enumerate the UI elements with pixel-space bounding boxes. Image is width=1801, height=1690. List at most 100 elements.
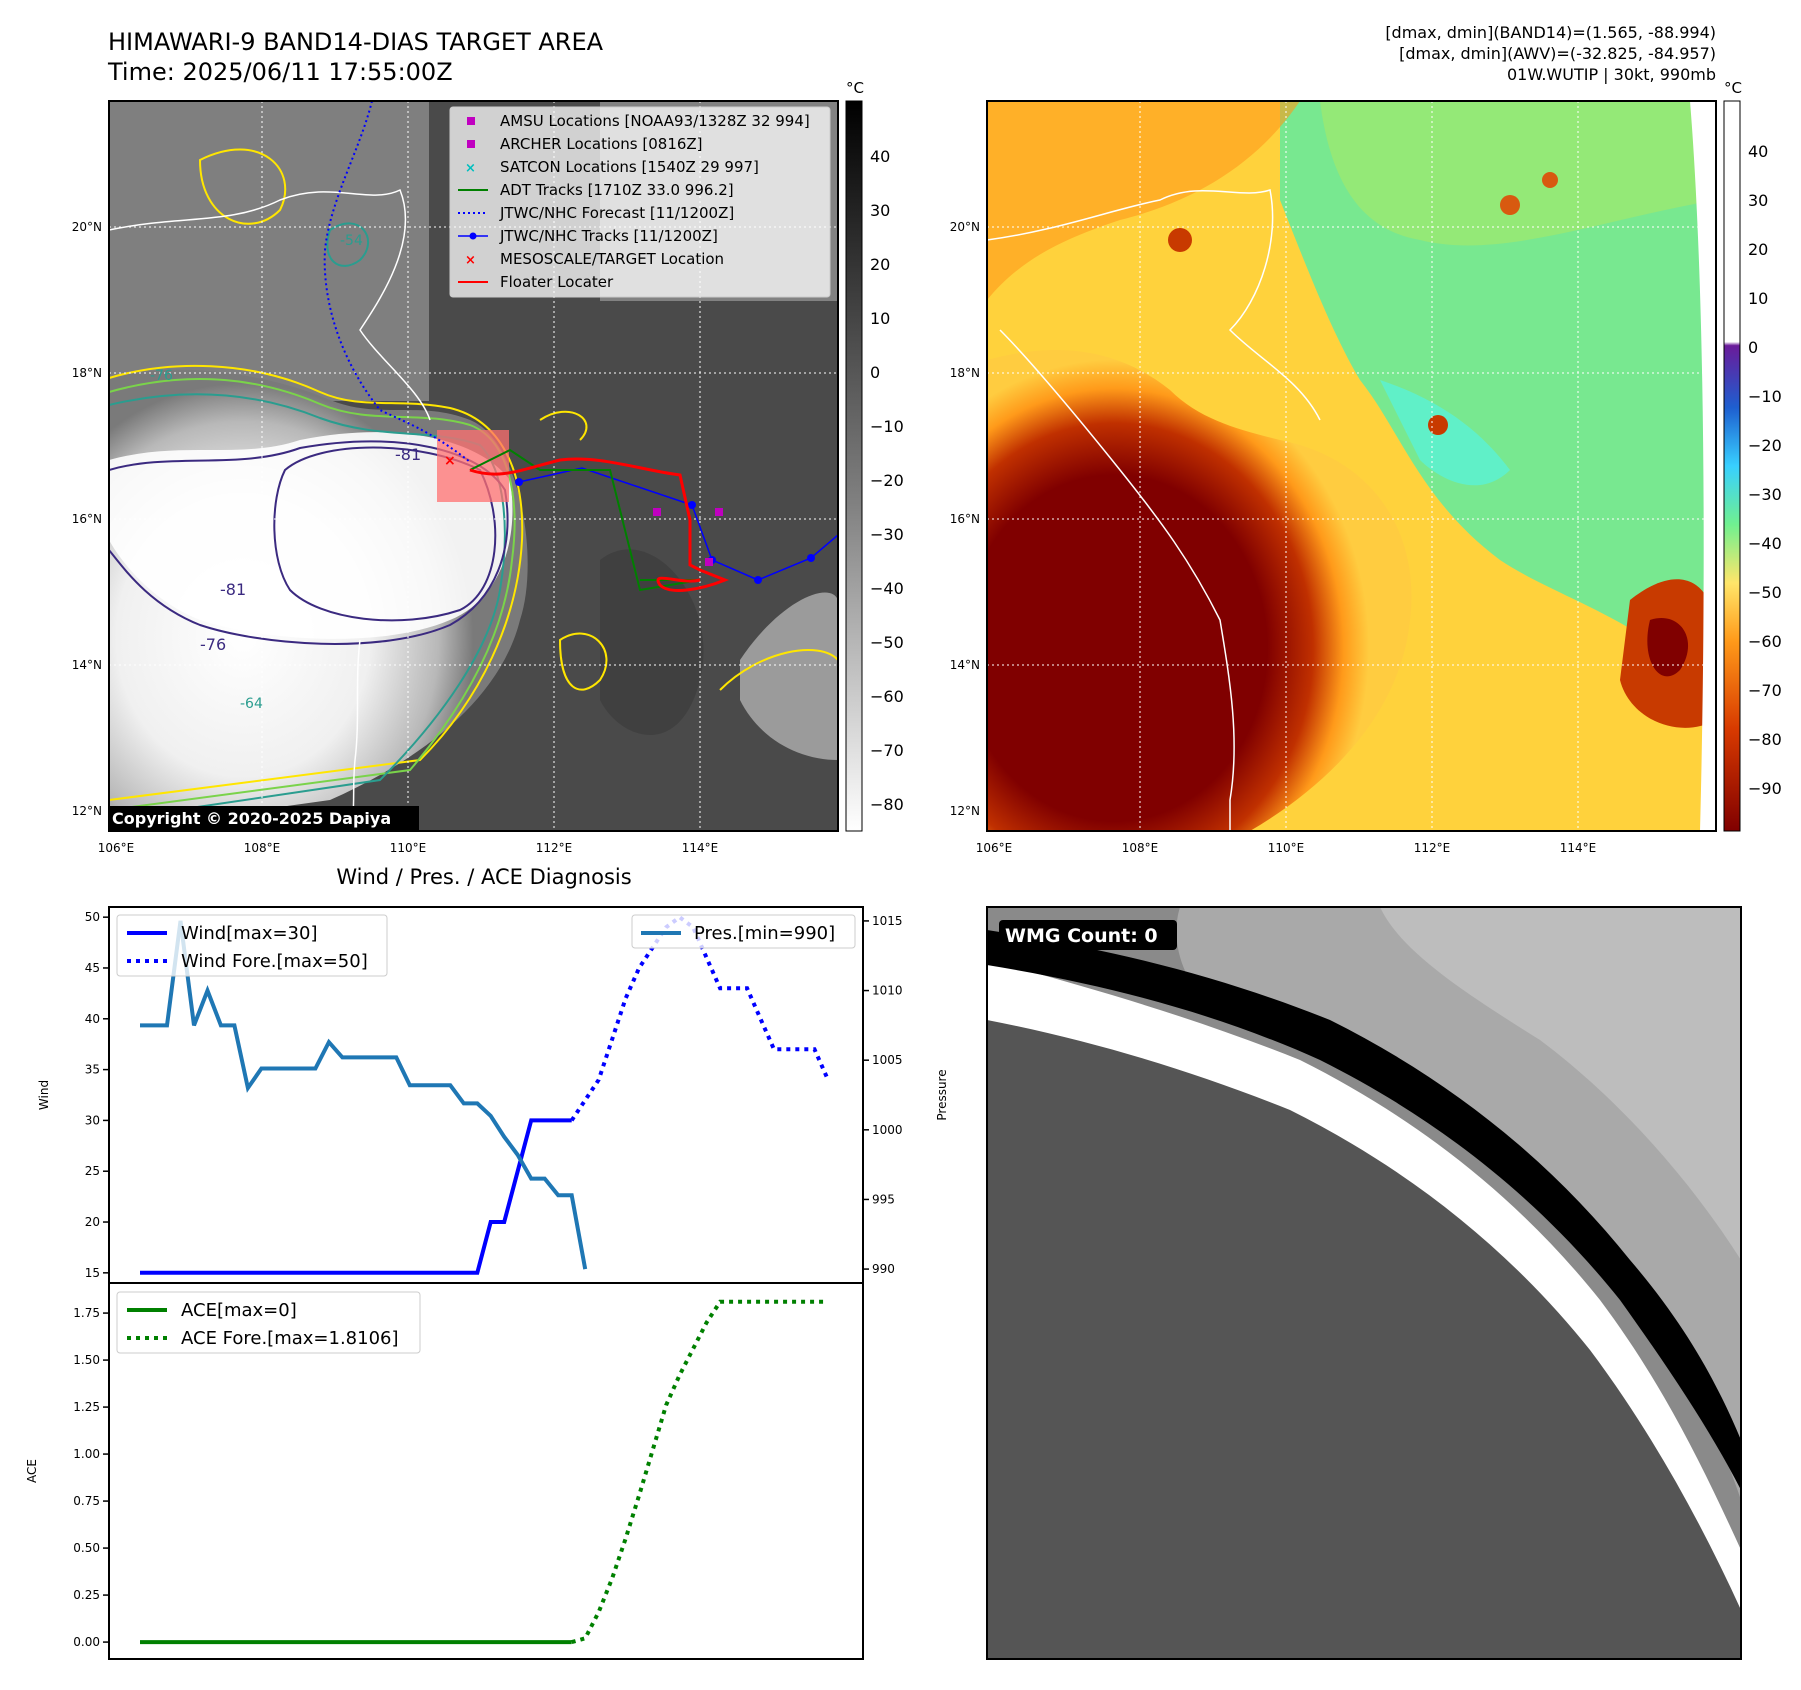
tick-label: 30 [85, 1113, 100, 1127]
colorbar-tick: −80 [1748, 730, 1782, 749]
tick-label: 0.75 [73, 1494, 100, 1508]
lat-label: 16°N [950, 512, 980, 526]
legend-label: ACE[max=0] [181, 1300, 297, 1321]
tick-label: 40 [85, 1012, 100, 1026]
colorbar-tick: −10 [1748, 387, 1782, 406]
tick-label: 1010 [872, 984, 903, 998]
lon-label: 108°E [1122, 841, 1159, 855]
diagnosis-chart: Wind / Pres. / ACE Diagnosis 50 45 40 35 30 2… [25, 865, 949, 1660]
right-map-panel: °C 40 30 20 10 0 −10 −20 −30 −40 −50 −60… [950, 79, 1782, 855]
colorbar-tick: −90 [1748, 779, 1782, 798]
colorbar-tick: 0 [1748, 338, 1758, 357]
legend-marker [467, 117, 475, 125]
lat-label: 12°N [72, 804, 102, 818]
chart-series [140, 914, 830, 1645]
colorbar-tick: 10 [870, 309, 890, 328]
right-colorbar [1723, 100, 1741, 832]
tick-label: 25 [85, 1164, 100, 1178]
lat-label: 20°N [72, 220, 102, 234]
legend-label: Pres.[min=990] [694, 923, 835, 944]
tick-label: 1.50 [73, 1353, 100, 1367]
legend-label: Wind[max=30] [181, 923, 318, 944]
info-line-3: 01W.WUTIP | 30kt, 990mb [1507, 65, 1716, 84]
wmg-black-band [987, 930, 1741, 1490]
legend-label: ACE Fore.[max=1.8106] [181, 1328, 399, 1349]
contour-label: -76 [150, 368, 173, 384]
left-map-lon-labels: 106°E 108°E 110°E 112°E 114°E [98, 841, 719, 855]
lat-label: 14°N [950, 658, 980, 672]
tick-label: 35 [85, 1063, 100, 1077]
contour-label: -64 [240, 696, 263, 712]
colorbar-tick: −40 [870, 579, 904, 598]
right-map-lat-labels: 20°N 18°N 16°N 14°N 12°N [950, 220, 980, 818]
legend-label: MESOSCALE/TARGET Location [500, 250, 724, 268]
ace-legend: ACE[max=0] ACE Fore.[max=1.8106] [116, 1291, 421, 1354]
colorbar-tick: −30 [870, 525, 904, 544]
legend-label: JTWC/NHC Tracks [11/1200Z] [499, 227, 718, 245]
colorbar-tick: −10 [870, 417, 904, 436]
legend-label: SATCON Locations [1540Z 29 997] [500, 158, 759, 176]
floater-track-line [469, 457, 730, 592]
contour-label: -81 [220, 580, 246, 599]
left-map-frame [108, 100, 839, 832]
mesoscale-marker: × [444, 453, 456, 469]
info-line-1: [dmax, dmin](BAND14)=(1.565, -88.994) [1385, 23, 1716, 42]
lat-label: 12°N [950, 804, 980, 818]
pressure-legend: Pres.[min=990] [631, 914, 856, 949]
tick-label: 995 [872, 1192, 895, 1206]
lon-label: 110°E [1268, 841, 1305, 855]
archer-marker [715, 508, 723, 516]
ace-forecast-series-line [571, 1299, 828, 1645]
wind-legend: Wind[max=30] Wind Fore.[max=50] [116, 914, 388, 977]
upper-y2-ticks: 1015 1010 1005 1000 995 990 [863, 914, 903, 1276]
contour-label: -54 [340, 233, 363, 249]
legend-label: Floater Locater [500, 273, 614, 291]
colorbar-tick: 40 [1748, 142, 1768, 161]
lat-label: 20°N [950, 220, 980, 234]
right-colorbar-ticks: 40 30 20 10 0 −10 −20 −30 −40 −50 −60 −7… [1748, 142, 1782, 798]
contour-label: -81 [395, 445, 421, 464]
amsu-marker [653, 508, 661, 516]
info-line-2: [dmax, dmin](AWV)=(-32.825, -84.957) [1399, 44, 1716, 63]
tick-label: 1.00 [73, 1447, 100, 1461]
lon-label: 112°E [1414, 841, 1451, 855]
colorbar-tick: −20 [1748, 436, 1782, 455]
tick-label: 990 [872, 1262, 895, 1276]
warm-region [1280, 101, 1716, 700]
lon-label: 114°E [682, 841, 719, 855]
left-map-panel: × -54 -76 -81 -81 -76 -64 Copyright © 20… [72, 79, 904, 855]
right-map-gridlines [987, 101, 1716, 831]
figure-time: Time: 2025/06/11 17:55:00Z [107, 58, 453, 86]
colorbar-tick: 20 [1748, 240, 1768, 259]
right-map-lon-labels: 106°E 108°E 110°E 112°E 114°E [976, 841, 1597, 855]
lon-label: 112°E [536, 841, 573, 855]
tick-label: 1015 [872, 914, 903, 928]
legend-label: AMSU Locations [NOAA93/1328Z 32 994] [500, 112, 810, 130]
right-map-frame [986, 100, 1717, 832]
tick-label: 0.25 [73, 1588, 100, 1602]
colorbar-tick: −50 [870, 633, 904, 652]
left-colorbar-unit: °C [846, 79, 864, 97]
figure-title: HIMAWARI-9 BAND14-DIAS TARGET AREA [108, 28, 604, 56]
tick-label: 15 [85, 1266, 100, 1280]
tick-label: 0.50 [73, 1541, 100, 1555]
colorbar-tick: −30 [1748, 485, 1782, 504]
floater-box [437, 430, 509, 502]
tick-label: 1005 [872, 1053, 903, 1067]
colorbar-tick: −60 [1748, 632, 1782, 651]
lon-label: 106°E [98, 841, 135, 855]
lon-label: 106°E [976, 841, 1013, 855]
colorbar-tick: −70 [870, 741, 904, 760]
left-map-legend: × × AMSU Locations [NOAA93/1328Z 32 994]… [449, 106, 831, 298]
colorbar-tick: 30 [870, 201, 890, 220]
right-colorbar-unit: °C [1724, 79, 1742, 97]
colorbar-tick: −80 [870, 795, 904, 814]
tick-label: 1.25 [73, 1400, 100, 1414]
colorbar-tick: 0 [870, 363, 880, 382]
tick-label: 1.75 [73, 1306, 100, 1320]
wind-axis-label: Wind [37, 1080, 51, 1110]
lon-label: 114°E [1560, 841, 1597, 855]
legend-marker: × [465, 253, 476, 268]
lower-plot-frame [108, 1282, 864, 1660]
tick-label: 45 [85, 961, 100, 975]
